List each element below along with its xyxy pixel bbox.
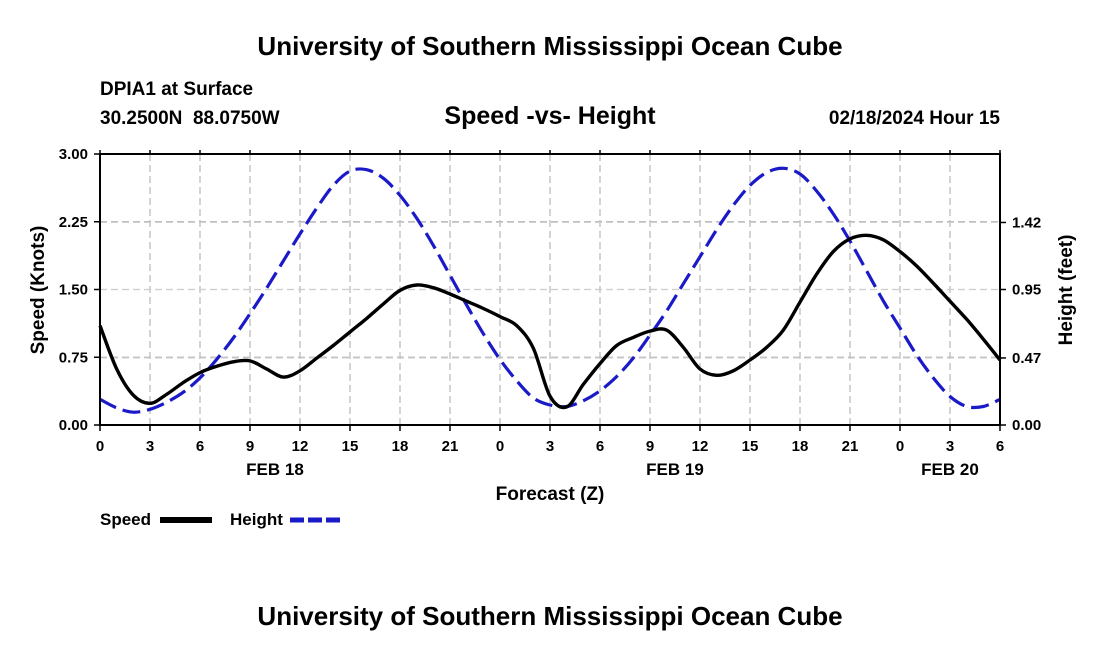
- coords-label: 30.2500N 88.0750W: [100, 108, 280, 129]
- chart-title: Speed -vs- Height: [444, 102, 656, 130]
- footer-title: University of Southern Mississippi Ocean…: [257, 601, 842, 631]
- grid: [100, 154, 1000, 425]
- y2-tick-label: 0.95: [1012, 282, 1041, 299]
- x-tick-label: 6: [996, 438, 1004, 455]
- y-tick-label: 0.00: [59, 417, 88, 434]
- day-label: FEB 18: [246, 460, 304, 479]
- y2-axis-label: Height (feet): [1056, 235, 1077, 346]
- x-tick-label: 15: [342, 438, 359, 455]
- x-tick-label: 3: [546, 438, 554, 455]
- day-label: FEB 19: [646, 460, 704, 479]
- y-tick-label: 2.25: [59, 214, 88, 231]
- x-tick-label: 9: [246, 438, 254, 455]
- series-layer: [98, 166, 1002, 414]
- series-height-line: [99, 166, 1001, 414]
- legend-speed-label: Speed: [100, 510, 151, 529]
- x-tick-label: 21: [842, 438, 859, 455]
- x-tick-label: 3: [146, 438, 154, 455]
- datetime-label: 02/18/2024 Hour 15: [829, 108, 1001, 129]
- x-tick-label: 21: [442, 438, 459, 455]
- axes: 0 3 6 9 12 15 18 21 0 3 6 9 12 15 18 21 0 3 6 0.00 0.75 1.50 2…: [59, 146, 1041, 479]
- x-axis-label: Forecast (Z): [496, 484, 605, 505]
- y2-tick-label: 1.42: [1012, 214, 1041, 231]
- y-tick-label: 1.50: [59, 282, 88, 299]
- station-label: DPIA1 at Surface: [100, 79, 253, 100]
- x-tick-label: 0: [496, 438, 504, 455]
- x-tick-label: 6: [596, 438, 604, 455]
- y-tick-label: 0.75: [59, 349, 88, 366]
- y-tick-label: 3.00: [59, 146, 88, 163]
- x-tick-label: 9: [646, 438, 654, 455]
- x-tick-label: 18: [792, 438, 809, 455]
- x-tick-label: 3: [946, 438, 954, 455]
- day-label: FEB 20: [921, 460, 979, 479]
- y2-tick-label: 0.00: [1012, 417, 1041, 434]
- y-axis-label: Speed (Knots): [28, 226, 49, 355]
- x-tick-label: 12: [292, 438, 309, 455]
- x-tick-label: 0: [96, 438, 104, 455]
- x-tick-label: 0: [896, 438, 904, 455]
- legend-height-label: Height: [230, 510, 283, 529]
- x-tick-label: 15: [742, 438, 759, 455]
- legend: Speed Height: [100, 510, 342, 529]
- x-tick-label: 12: [692, 438, 709, 455]
- main-title: University of Southern Mississippi Ocean…: [257, 31, 842, 61]
- x-tick-label: 18: [392, 438, 409, 455]
- x-tick-label: 6: [196, 438, 204, 455]
- y2-tick-label: 0.47: [1012, 350, 1041, 367]
- series-speed-line: [98, 233, 1002, 410]
